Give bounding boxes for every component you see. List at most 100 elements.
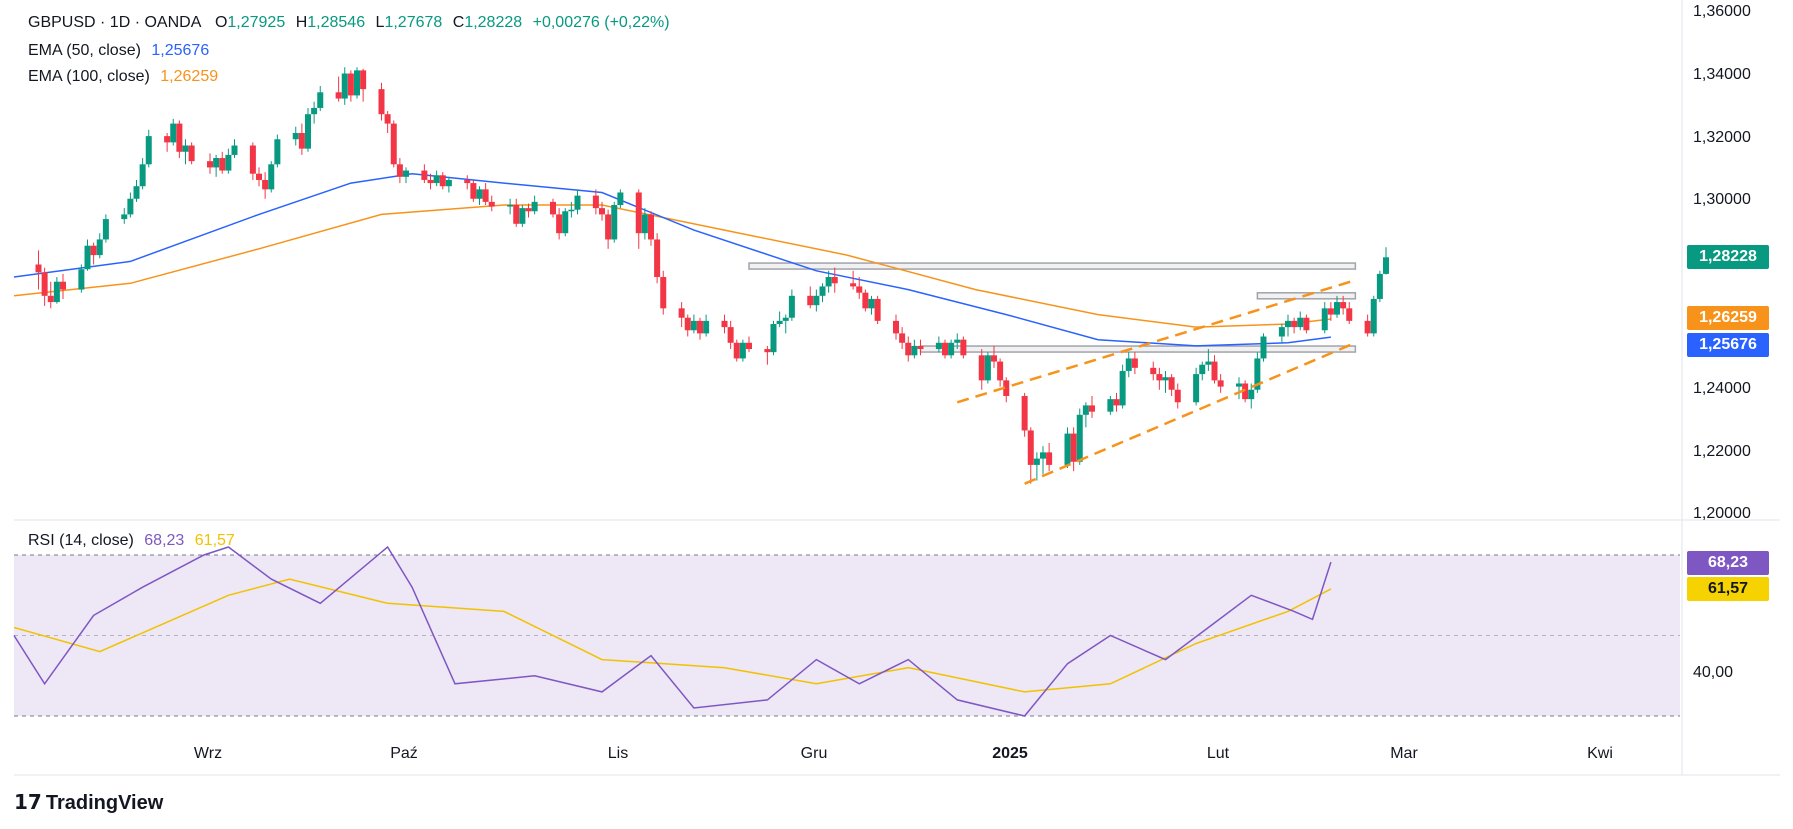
candle	[1107, 396, 1114, 415]
tradingview-logo[interactable]: 17 TradingView	[14, 790, 163, 815]
candle	[1376, 270, 1383, 303]
price-axis-label: 1,32000	[1693, 129, 1751, 146]
candle	[1346, 302, 1353, 324]
candle-body	[188, 145, 195, 162]
candle-body	[1370, 298, 1377, 334]
candle	[1278, 323, 1285, 343]
candle-body	[90, 245, 97, 256]
candle-body	[568, 209, 575, 212]
candle-body	[997, 361, 1004, 381]
candle-body	[513, 205, 520, 224]
candle	[1383, 247, 1389, 275]
candle	[1168, 374, 1175, 397]
price-axis-label: 1,30000	[1693, 191, 1751, 208]
candle	[1040, 446, 1046, 475]
candle	[335, 76, 342, 102]
candle-body	[1278, 327, 1285, 337]
candle	[917, 339, 924, 356]
candle	[433, 170, 440, 187]
candle	[733, 339, 740, 362]
candle	[188, 142, 195, 165]
candle	[991, 345, 997, 368]
candle	[256, 167, 262, 187]
ema100-line	[13, 204, 1331, 328]
ema50-value: 1,25676	[151, 42, 210, 59]
candle-body	[1040, 452, 1046, 459]
candle-body	[813, 295, 820, 306]
time-axis-label: Mar	[1390, 745, 1418, 762]
candle	[850, 270, 857, 290]
candle-body	[341, 73, 348, 99]
candle	[133, 179, 140, 202]
candle-body	[176, 123, 183, 152]
candle	[635, 189, 642, 249]
candle	[721, 314, 728, 334]
candle	[1303, 314, 1310, 334]
candle	[1003, 377, 1010, 403]
candle-body	[703, 320, 710, 334]
candle	[807, 286, 814, 309]
candle-body	[311, 107, 318, 115]
candle-body	[525, 208, 532, 212]
candle	[831, 267, 838, 293]
candle-body	[1303, 317, 1310, 331]
ema50-legend[interactable]: EMA (50, close) 1,25676	[28, 42, 209, 60]
candle-body	[574, 195, 581, 210]
close-value: 1,28228	[464, 14, 523, 31]
candle-body	[390, 123, 397, 165]
candle	[35, 250, 42, 290]
rsi-axis-label: 40,00	[1693, 664, 1734, 681]
candle	[776, 311, 783, 328]
candle-body	[1064, 433, 1071, 465]
candle-body	[862, 292, 869, 309]
candle-body	[1211, 361, 1218, 381]
candle-body	[1076, 414, 1083, 462]
candle-body	[660, 277, 667, 309]
candle	[654, 233, 661, 284]
rsi-ma-price-tag: 61,57	[1687, 577, 1769, 601]
candle-body	[1162, 377, 1169, 381]
candle-body	[788, 295, 795, 318]
candle-body	[1334, 302, 1340, 315]
symbol-legend[interactable]: GBPUSD · 1D · OANDA O1,27925 H1,28546 L1…	[28, 14, 670, 32]
candle	[562, 208, 569, 237]
candle	[274, 134, 281, 168]
candle-body	[831, 277, 838, 284]
candle	[1033, 452, 1040, 481]
candle-body	[1046, 452, 1053, 465]
candle	[954, 333, 961, 350]
candle-body	[690, 320, 697, 331]
trend-line	[1024, 341, 1356, 485]
tradingview-logo-icon: 17	[14, 790, 42, 814]
high-value: 1,28546	[307, 14, 366, 31]
candle	[697, 317, 703, 340]
ema100-legend[interactable]: EMA (100, close) 1,26259	[28, 68, 218, 86]
candle-body	[445, 179, 452, 187]
candle	[90, 242, 97, 265]
candle-body	[262, 179, 269, 190]
rsi-legend[interactable]: RSI (14, close) 68,23 61,57	[28, 532, 235, 550]
candle	[605, 209, 612, 249]
candle	[1046, 442, 1053, 472]
candle-body	[317, 92, 324, 108]
candle	[1242, 380, 1249, 403]
candle-body	[611, 205, 618, 240]
candle-body	[1346, 308, 1353, 321]
candle	[690, 314, 697, 334]
price-axis-label: 1,34000	[1693, 66, 1751, 83]
candle-body	[1168, 377, 1175, 390]
candle	[354, 67, 360, 99]
change-value: +0,00276 (+0,22%)	[532, 14, 670, 31]
candle	[219, 151, 226, 174]
candle-body	[139, 164, 146, 187]
candle	[182, 139, 189, 165]
candle	[403, 167, 409, 184]
candle-body	[225, 154, 232, 171]
candle-body	[721, 320, 728, 328]
candle	[678, 302, 685, 328]
candle-body	[274, 139, 281, 165]
candle-body	[1340, 302, 1347, 309]
candle	[819, 283, 826, 303]
candle-body	[121, 214, 128, 220]
candle-body	[427, 179, 434, 184]
